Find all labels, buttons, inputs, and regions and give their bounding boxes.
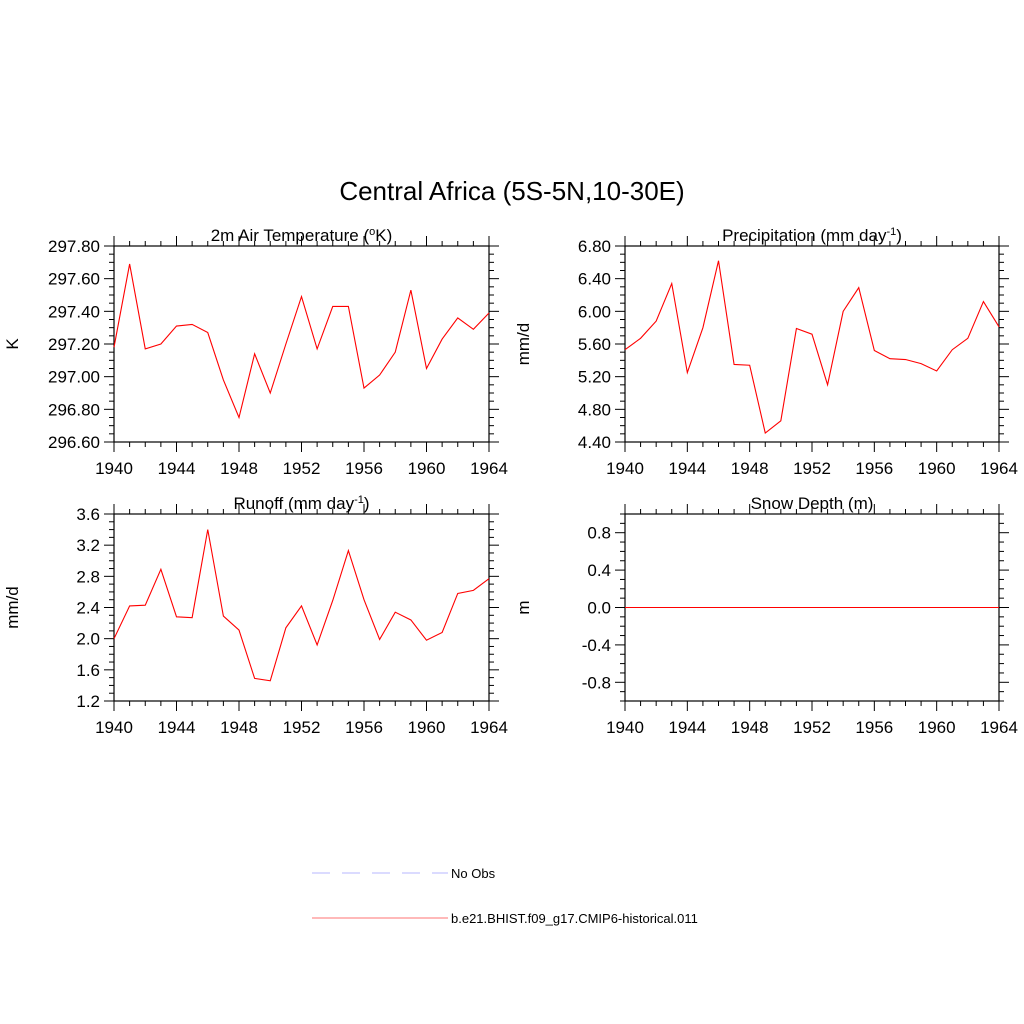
x-tick-label: 1956	[855, 459, 893, 478]
x-tick-label: 1956	[345, 459, 383, 478]
y-tick-label: 296.60	[48, 433, 100, 452]
y-axis-label: K	[3, 338, 22, 350]
y-tick-label: 297.60	[48, 270, 100, 289]
x-tick-label: 1956	[345, 718, 383, 737]
y-tick-label: 2.4	[76, 599, 100, 618]
panels: 2m Air Temperature (oK) K 296.60 296.80 297.…	[3, 226, 1018, 737]
figure-title: Central Africa (5S-5N,10-30E)	[339, 176, 684, 206]
series-line	[624, 260, 1000, 434]
panel-4: Snow Depth (m) m -0.8 -0.4 0.0 0.4 0.8 1940 1944…	[514, 494, 1018, 737]
x-tick-label: 1940	[95, 459, 133, 478]
y-tick-label: 0.8	[587, 524, 611, 543]
y-tick-label: 297.80	[48, 237, 100, 256]
x-tick-label: 1964	[470, 459, 508, 478]
y-tick-label: 6.00	[578, 302, 611, 321]
panel-2: Precipitation (mm day-1) mm/d 4.40 4.80 5.20…	[514, 226, 1018, 478]
y-tick-label: 6.40	[578, 270, 611, 289]
x-tick-label: 1952	[283, 718, 321, 737]
y-tick-label: 1.6	[76, 661, 100, 680]
x-tick-label: 1948	[220, 718, 258, 737]
y-tick-label: 3.6	[76, 505, 100, 524]
y-tick-label: 297.40	[48, 302, 100, 321]
y-tick-label: 4.40	[578, 433, 611, 452]
panel-title: 2m Air Temperature (oK)	[211, 226, 393, 245]
x-tick-label: 1960	[918, 718, 956, 737]
x-tick-label: 1944	[668, 718, 706, 737]
plot-frame	[113, 245, 490, 443]
x-tick-label: 1964	[980, 718, 1018, 737]
legend-label-2: b.e21.BHIST.f09_g17.CMIP6-historical.011	[451, 911, 698, 926]
series-line	[113, 529, 490, 682]
x-tick-label: 1952	[793, 459, 831, 478]
x-tick-label: 1944	[158, 718, 196, 737]
y-tick-label: -0.4	[582, 636, 611, 655]
y-tick-label: 297.00	[48, 368, 100, 387]
x-tick-label: 1940	[95, 718, 133, 737]
y-tick-label: 1.2	[76, 692, 100, 711]
y-tick-label: -0.8	[582, 673, 611, 692]
y-tick-label: 6.80	[578, 237, 611, 256]
y-tick-label: 2.8	[76, 567, 100, 586]
x-tick-label: 1956	[855, 718, 893, 737]
y-tick-label: 2.0	[76, 630, 100, 649]
y-axis-label: mm/d	[3, 586, 22, 629]
x-tick-label: 1940	[606, 459, 644, 478]
panel-title: Snow Depth (m)	[751, 494, 874, 513]
panel-title: Precipitation (mm day-1)	[722, 226, 902, 245]
y-tick-label: 297.20	[48, 335, 100, 354]
y-tick-label: 296.80	[48, 400, 100, 419]
legend-label-1: No Obs	[451, 866, 496, 881]
panel-title: Runoff (mm day-1)	[233, 494, 369, 513]
x-tick-label: 1960	[918, 459, 956, 478]
legend: No Obs b.e21.BHIST.f09_g17.CMIP6-historic…	[312, 866, 698, 926]
plot-frame	[113, 513, 490, 702]
y-tick-label: 3.2	[76, 536, 100, 555]
panel-1: 2m Air Temperature (oK) K 296.60 296.80 297.…	[3, 226, 508, 478]
y-tick-label: 5.60	[578, 335, 611, 354]
x-tick-label: 1948	[731, 459, 769, 478]
y-tick-label: 0.4	[587, 561, 611, 580]
x-tick-label: 1952	[793, 718, 831, 737]
y-axis-label: m	[514, 600, 533, 614]
y-tick-label: 4.80	[578, 400, 611, 419]
x-tick-label: 1944	[158, 459, 196, 478]
y-axis-label: mm/d	[514, 323, 533, 366]
x-tick-label: 1960	[408, 718, 446, 737]
x-tick-label: 1940	[606, 718, 644, 737]
x-tick-label: 1948	[731, 718, 769, 737]
x-tick-label: 1948	[220, 459, 258, 478]
y-tick-label: 0.0	[587, 599, 611, 618]
x-tick-label: 1944	[668, 459, 706, 478]
y-tick-label: 5.20	[578, 368, 611, 387]
x-tick-label: 1964	[980, 459, 1018, 478]
panel-3: Runoff (mm day-1) mm/d 1.2 1.6 2.0 2.4 2.8 3.2 3…	[3, 494, 508, 737]
series-line	[113, 263, 490, 420]
x-tick-label: 1952	[283, 459, 321, 478]
plot-frame	[624, 245, 1000, 443]
x-tick-label: 1960	[408, 459, 446, 478]
x-tick-label: 1964	[470, 718, 508, 737]
